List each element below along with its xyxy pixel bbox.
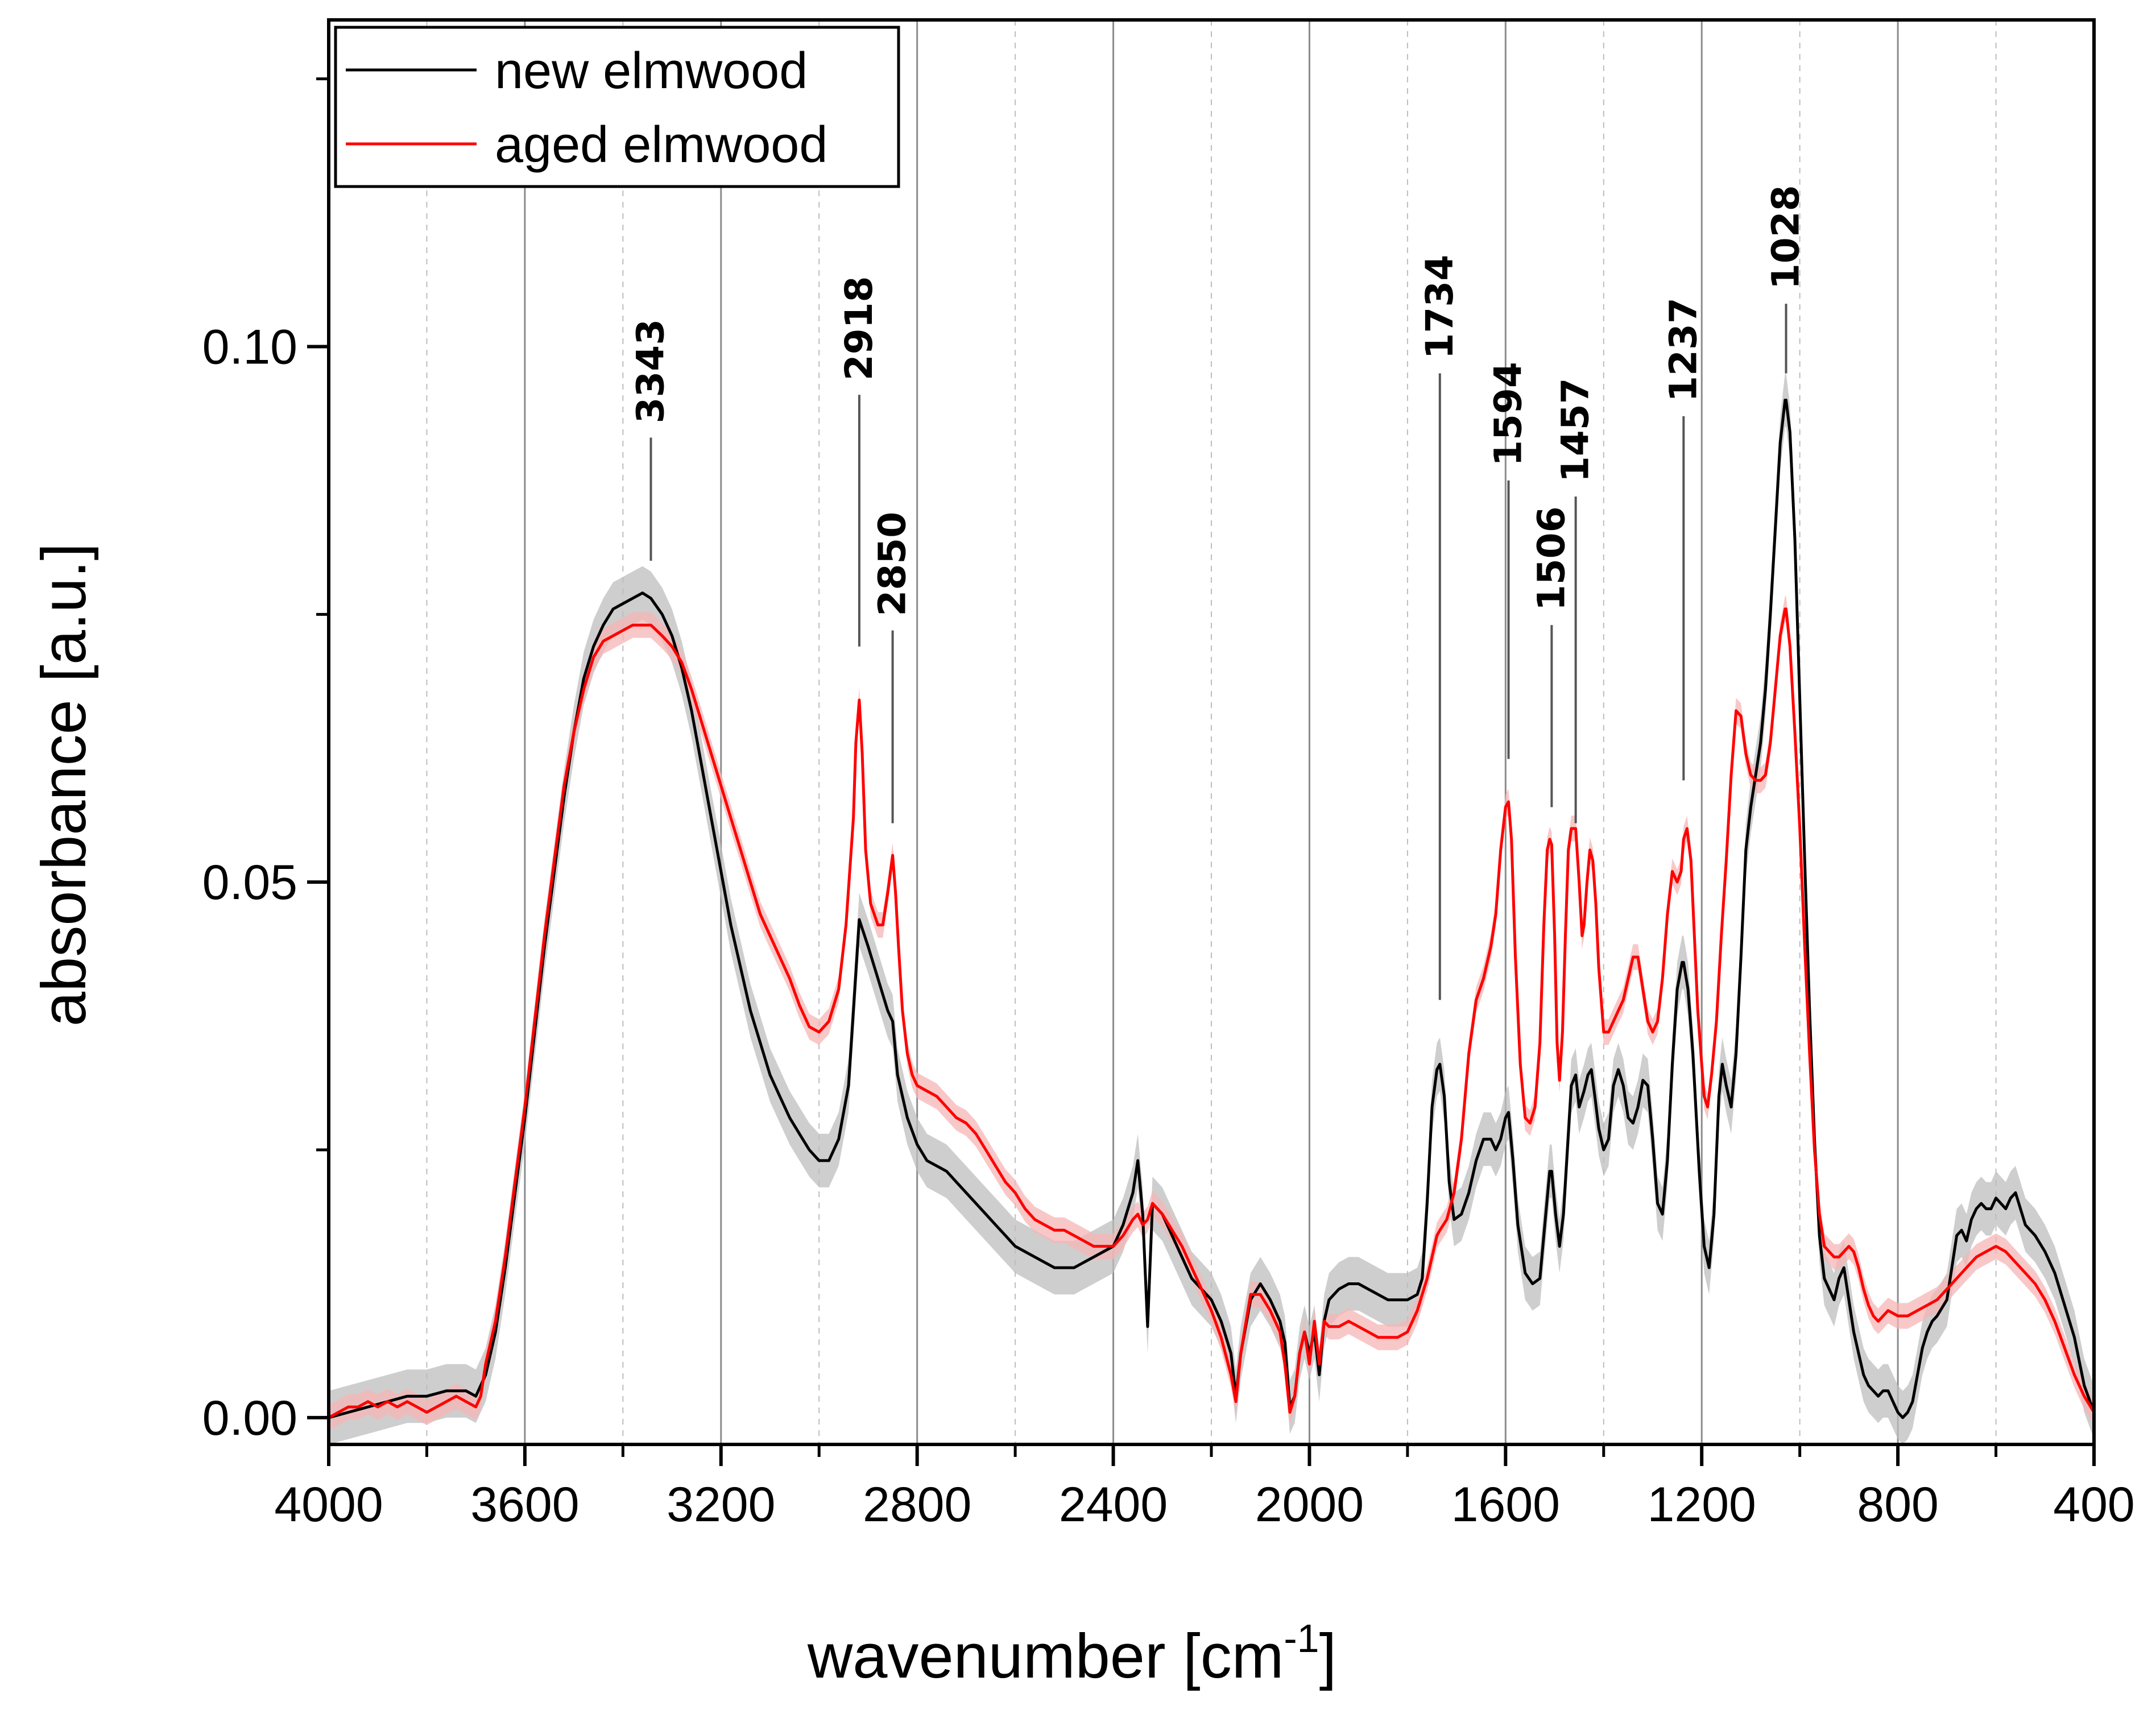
x-axis-title-main: wavenumber [cm xyxy=(807,1621,1284,1691)
y-tick-label: 0.05 xyxy=(202,855,297,910)
peak-label-3343: 3343 xyxy=(628,319,672,424)
legend-label-new-elmwood: new elmwood xyxy=(495,43,808,100)
x-tick-label: 400 xyxy=(2053,1477,2135,1532)
x-tick-label: 1600 xyxy=(1451,1477,1560,1532)
peak-label-1237: 1237 xyxy=(1661,297,1705,402)
y-tick-label: 0.00 xyxy=(202,1391,297,1446)
peak-label-1734: 1734 xyxy=(1418,255,1462,359)
peak-label-1506: 1506 xyxy=(1529,506,1573,611)
x-tick-label: 2800 xyxy=(863,1477,971,1532)
x-axis-title-end: ] xyxy=(1319,1621,1337,1691)
peak-label-2918: 2918 xyxy=(837,276,881,381)
x-axis-title-exponent: -1 xyxy=(1284,1616,1319,1661)
series-lines xyxy=(328,399,2096,1419)
peak-label-2850: 2850 xyxy=(871,512,914,616)
legend-label-aged-elmwood: aged elmwood xyxy=(495,117,827,173)
legend: new elmwood aged elmwood xyxy=(334,26,900,188)
x-axis-title: wavenumber [cm-1] xyxy=(807,1616,1336,1691)
x-tick-label: 800 xyxy=(1857,1477,1939,1532)
legend-box xyxy=(334,26,900,188)
x-tick-label: 3600 xyxy=(470,1477,579,1532)
peak-label-1457: 1457 xyxy=(1554,378,1598,482)
peak-label-1028: 1028 xyxy=(1764,185,1808,289)
x-tick-label: 1200 xyxy=(1648,1477,1756,1532)
axes: 4000 3600 3200 2800 2400 2000 1600 1200 800 400 0.… xyxy=(202,77,2135,1532)
peak-annotations: 3343 2918 2850 1734 1594 1506 1457 1237 1028 xyxy=(628,185,1808,1000)
series-line-aged-elmwood xyxy=(328,607,2096,1419)
y-tick-label: 0.10 xyxy=(202,320,297,374)
x-tick-label: 3200 xyxy=(667,1477,775,1532)
series-line-new-elmwood xyxy=(328,399,2096,1419)
x-tick-label: 2000 xyxy=(1255,1477,1364,1532)
grid-lines xyxy=(426,20,1997,1444)
y-axis-title: absorbance [a.u.] xyxy=(29,543,99,1026)
peak-label-1594: 1594 xyxy=(1487,362,1530,466)
x-tick-label: 4000 xyxy=(274,1477,383,1532)
x-tick-label: 2400 xyxy=(1059,1477,1168,1532)
